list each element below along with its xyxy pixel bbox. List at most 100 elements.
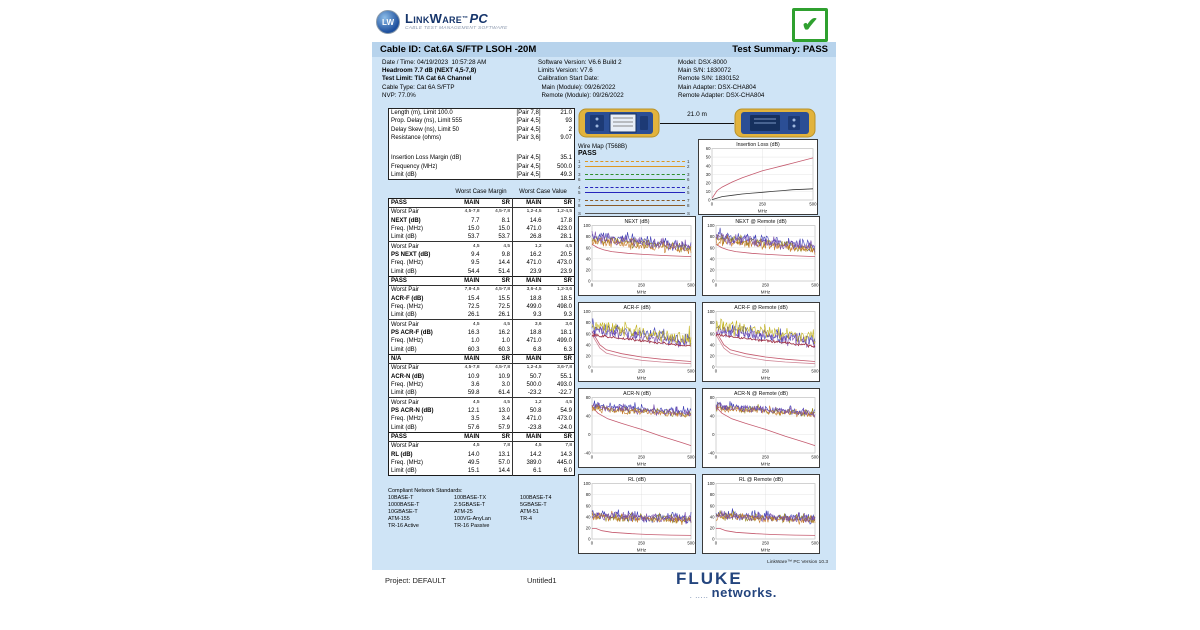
svg-text:0: 0: [715, 369, 718, 374]
svg-text:MHz: MHz: [761, 376, 771, 381]
svg-text:0: 0: [715, 283, 718, 288]
svg-text:Insertion Loss (dB): Insertion Loss (dB): [736, 142, 780, 148]
svg-text:ACR-F @ Remote (dB): ACR-F @ Remote (dB): [734, 305, 788, 311]
svg-text:60: 60: [586, 331, 591, 336]
linkware-title: LinkWare™PC: [405, 11, 489, 26]
software-version-label: LinkWare™ PC Version 10.3: [767, 560, 828, 565]
svg-text:-40: -40: [708, 451, 715, 456]
svg-text:60: 60: [710, 503, 715, 508]
svg-text:250: 250: [638, 283, 646, 288]
svg-text:40: 40: [706, 163, 711, 168]
next-remote-chart: 0 20 40 60 80 100 0 250 500 MHz NEXT @ Remote (dB): [702, 216, 820, 296]
linkware-logo-text: LinkWare™PC CABLE TEST MANAGEMENT SOFTWA…: [405, 11, 507, 31]
acrf-remote-chart: 0 20 40 60 80 100 0 250 500 MHz ACR-F @ Remote (dB…: [702, 302, 820, 382]
svg-text:20: 20: [710, 354, 715, 359]
acrn-table: N/A MAIN SR MAIN SR Worst Pair 4,5-7,8 4,5-7,8 1…: [388, 354, 575, 433]
rl-table: PASS MAIN SR MAIN SR Worst Pair 4,5 7,8 4,5 7,8 RL…: [388, 432, 575, 477]
svg-text:60: 60: [586, 245, 591, 250]
top-band: LW LinkWare™PC CABLE TEST MANAGEMENT SOF…: [372, 4, 836, 42]
svg-text:0: 0: [591, 283, 594, 288]
svg-text:NEXT @ Remote (dB): NEXT @ Remote (dB): [735, 219, 787, 225]
svg-text:MHz: MHz: [637, 376, 647, 381]
pass-check-icon: ✔: [792, 8, 828, 42]
svg-text:100: 100: [707, 223, 715, 228]
svg-text:500: 500: [687, 283, 695, 288]
svg-text:0: 0: [712, 432, 715, 437]
svg-text:250: 250: [762, 369, 770, 374]
svg-text:MHz: MHz: [637, 462, 647, 467]
acrf-chart: 0 20 40 60 80 100 0 250 500 MHz ACR-F (dB): [578, 302, 696, 382]
svg-text:0: 0: [591, 455, 594, 460]
svg-text:ACR-N (dB): ACR-N (dB): [623, 391, 651, 397]
standards-block: Compliant Network Standards: 10BASE-T 100…: [388, 488, 574, 530]
svg-text:ACR-N @ Remote (dB): ACR-N @ Remote (dB): [734, 391, 788, 397]
svg-text:250: 250: [759, 202, 767, 207]
info-column-1: Date / Time: 04/19/2023 10:57:28 AM Headr…: [382, 59, 487, 99]
report-page: LW LinkWare™PC CABLE TEST MANAGEMENT SOF…: [372, 4, 836, 570]
project-label: Project: DEFAULT: [385, 576, 446, 585]
svg-text:40: 40: [710, 414, 715, 419]
svg-text:40: 40: [586, 256, 591, 261]
info-column-3: Model: DSX-8000 Main S/N: 1830072 Remote S…: [678, 59, 765, 99]
next-table: PASS MAIN SR MAIN SR Worst Pair 4,5-7,8 4,5-7,8…: [388, 198, 575, 277]
wire-map-status: PASS: [578, 150, 597, 157]
svg-text:250: 250: [762, 455, 770, 460]
svg-text:MHz: MHz: [761, 462, 771, 467]
fluke-logo-text: FLUKE: [676, 569, 743, 588]
svg-text:250: 250: [762, 541, 770, 546]
svg-text:60: 60: [586, 503, 591, 508]
svg-text:80: 80: [586, 320, 591, 325]
standards-table: 10BASE-T 100BASE-TX 100BASE-T4 1000BASE-T 2.…: [388, 495, 552, 529]
svg-text:0: 0: [588, 279, 591, 284]
remote-tester-icon: [734, 108, 816, 138]
svg-text:500: 500: [687, 541, 695, 546]
svg-text:250: 250: [638, 455, 646, 460]
svg-text:NEXT (dB): NEXT (dB): [625, 219, 650, 225]
worst-case-value-label: Worst Case Value: [519, 189, 567, 195]
acrf-table: PASS MAIN SR MAIN SR Worst Pair 7,8-4,5 4,5-7,8…: [388, 276, 575, 355]
svg-text:0: 0: [708, 198, 711, 203]
link-length-label: 21.0 m: [687, 111, 707, 118]
title-bar: Cable ID: Cat.6A S/FTP LSOH -20M Test Su…: [372, 42, 836, 57]
wire-map-title: Wire Map (T568B): [578, 144, 628, 150]
worst-case-margin-label: Worst Case Margin: [455, 189, 507, 195]
svg-text:MHz: MHz: [637, 548, 647, 553]
svg-text:10: 10: [706, 189, 711, 194]
svg-text:0: 0: [591, 541, 594, 546]
fluke-logo-dots: . .....: [690, 594, 709, 600]
fluke-networks-logo: FLUKE . ..... networks.: [676, 569, 777, 600]
file-name-label: Untitled1: [527, 576, 557, 585]
standards-title: Compliant Network Standards:: [388, 488, 463, 494]
svg-text:40: 40: [586, 414, 591, 419]
svg-text:500: 500: [811, 541, 819, 546]
svg-text:250: 250: [638, 369, 646, 374]
svg-text:40: 40: [710, 256, 715, 261]
svg-text:RL @ Remote (dB): RL @ Remote (dB): [739, 477, 783, 483]
svg-text:100: 100: [583, 481, 591, 486]
rl-chart: 0 20 40 60 80 100 0 250 500 MHz RL (dB): [578, 474, 696, 554]
svg-text:0: 0: [591, 369, 594, 374]
svg-text:500: 500: [811, 455, 819, 460]
svg-text:MHz: MHz: [761, 548, 771, 553]
next-chart: 0 20 40 60 80 100 0 250 500 MHz NEXT (dB): [578, 216, 696, 296]
svg-text:40: 40: [710, 514, 715, 519]
svg-text:0: 0: [588, 432, 591, 437]
test-summary-label: Test Summary: PASS: [732, 44, 828, 55]
svg-text:-40: -40: [584, 451, 591, 456]
svg-text:80: 80: [710, 320, 715, 325]
svg-text:100: 100: [583, 223, 591, 228]
cable-id-label: Cable ID: Cat.6A S/FTP LSOH -20M: [380, 44, 537, 55]
linkware-logo: LW LinkWare™PC CABLE TEST MANAGEMENT SOF…: [376, 10, 507, 34]
info-column-2: Software Version: V6.6 Build 2 Limits Ver…: [538, 59, 624, 99]
svg-text:100: 100: [707, 309, 715, 314]
svg-text:20: 20: [706, 180, 711, 185]
svg-text:60: 60: [706, 146, 711, 151]
svg-text:500: 500: [809, 202, 817, 207]
svg-text:20: 20: [586, 354, 591, 359]
svg-text:60: 60: [710, 331, 715, 336]
svg-text:250: 250: [762, 283, 770, 288]
svg-text:80: 80: [586, 492, 591, 497]
svg-text:0: 0: [712, 365, 715, 370]
